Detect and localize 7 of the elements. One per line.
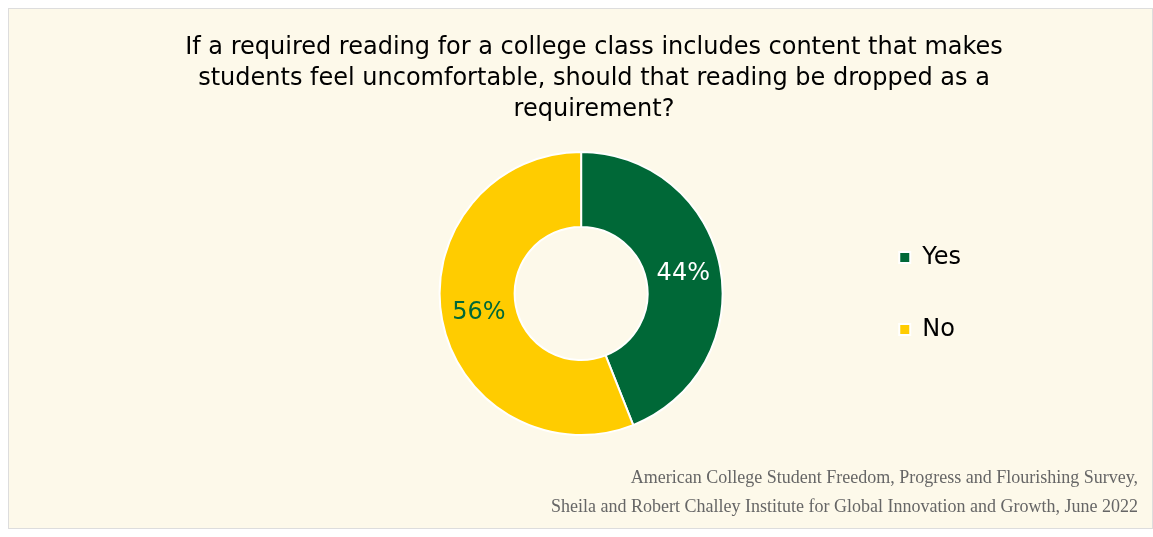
text: Sheila and Robert Challey Institute for Global Innovation and Growth, June 2022 [551, 495, 1138, 518]
legend-label: Yes [921, 241, 962, 270]
chart-title: If a required reading for a college class includes content that makes students feel uncomfortable, should that reading be dropped as a requirement? [184, 31, 1004, 124]
text: American College Student Freedom, Progress and Flourishing Survey, [629, 466, 1138, 489]
data-label: 56% [452, 297, 506, 326]
legend-label: No [922, 313, 955, 342]
data-label: 44% [656, 258, 710, 287]
